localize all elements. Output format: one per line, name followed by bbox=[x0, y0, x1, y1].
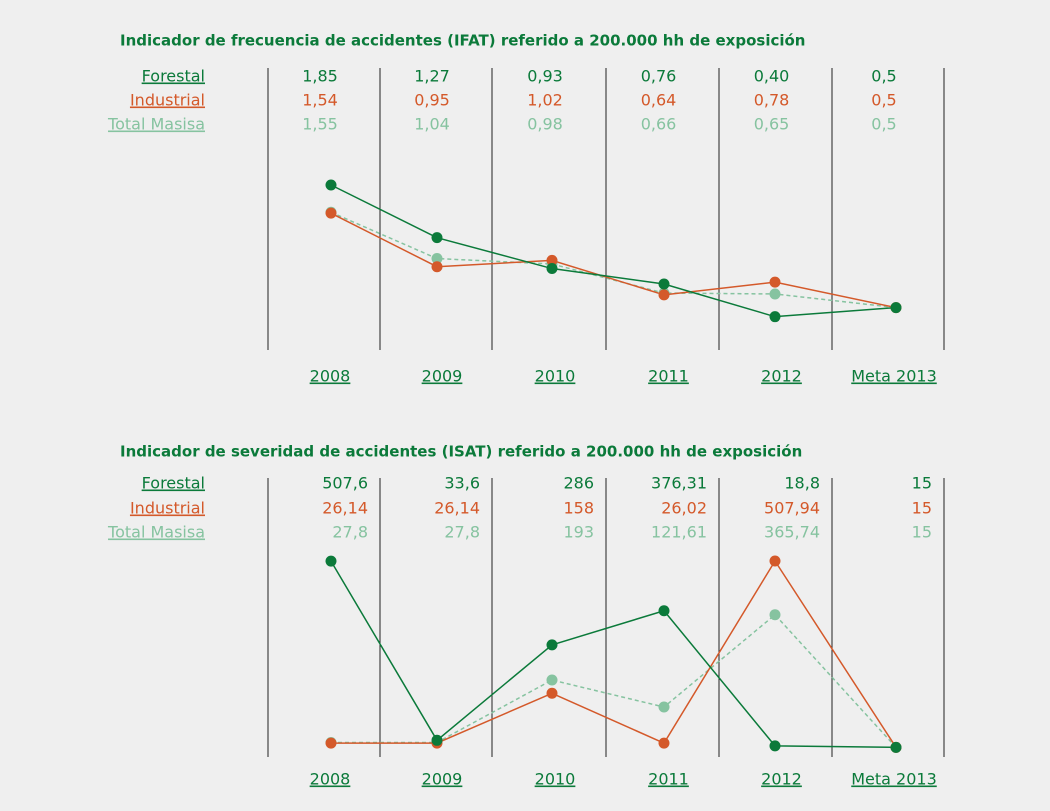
data-point bbox=[658, 289, 670, 301]
category-label: 2011 bbox=[648, 770, 689, 789]
value-label: 507,94 bbox=[764, 499, 820, 518]
value-label: 0,64 bbox=[641, 91, 677, 110]
data-point bbox=[431, 232, 443, 244]
data-point bbox=[769, 288, 781, 300]
value-label: 0,98 bbox=[527, 115, 563, 134]
data-point bbox=[658, 605, 670, 617]
data-point bbox=[546, 254, 558, 266]
chart-title: Indicador de frecuencia de accidentes (I… bbox=[120, 32, 805, 50]
value-label: 1,54 bbox=[302, 91, 338, 110]
value-label: 0,78 bbox=[754, 91, 790, 110]
value-label: 26,14 bbox=[322, 499, 368, 518]
legend-label: Total Masisa bbox=[107, 115, 205, 134]
series-line bbox=[330, 560, 897, 749]
data-point bbox=[769, 311, 781, 323]
data-point bbox=[546, 674, 558, 686]
value-label: 0,93 bbox=[527, 67, 563, 86]
data-point bbox=[769, 276, 781, 288]
value-label: 1,04 bbox=[414, 115, 450, 134]
data-point bbox=[325, 737, 337, 749]
value-label: 15 bbox=[912, 523, 932, 542]
series-line bbox=[330, 211, 897, 309]
data-point bbox=[658, 701, 670, 713]
value-label: 0,95 bbox=[414, 91, 450, 110]
data-point bbox=[431, 734, 443, 746]
value-label: 26,14 bbox=[434, 499, 480, 518]
legend-label: Forestal bbox=[142, 474, 205, 493]
value-label: 121,61 bbox=[651, 523, 707, 542]
legend-label: Forestal bbox=[142, 67, 205, 86]
series-line bbox=[331, 559, 897, 748]
value-label: 1,27 bbox=[414, 67, 450, 86]
category-label: Meta 2013 bbox=[851, 367, 937, 386]
data-point bbox=[890, 302, 902, 314]
data-point bbox=[769, 555, 781, 567]
value-label: 0,66 bbox=[641, 115, 677, 134]
value-label: 26,02 bbox=[661, 499, 707, 518]
value-label: 0,5 bbox=[871, 91, 896, 110]
data-point bbox=[431, 261, 443, 273]
value-label: 0,65 bbox=[754, 115, 790, 134]
data-point bbox=[658, 278, 670, 290]
value-label: 15 bbox=[912, 499, 932, 518]
category-label: 2009 bbox=[422, 367, 463, 386]
data-point bbox=[325, 179, 337, 191]
data-point bbox=[431, 253, 443, 265]
category-label: 2011 bbox=[648, 367, 689, 386]
category-label: 2010 bbox=[535, 367, 576, 386]
value-label: 15 bbox=[912, 474, 932, 493]
category-label: 2009 bbox=[422, 770, 463, 789]
data-point bbox=[325, 555, 337, 567]
value-label: 1,02 bbox=[527, 91, 563, 110]
category-label: 2012 bbox=[761, 367, 802, 386]
data-point bbox=[890, 741, 902, 753]
value-label: 158 bbox=[563, 499, 594, 518]
legend-label: Total Masisa bbox=[107, 523, 205, 542]
value-label: 0,40 bbox=[754, 67, 790, 86]
category-label: 2012 bbox=[761, 770, 802, 789]
value-label: 27,8 bbox=[444, 523, 480, 542]
value-label: 1,55 bbox=[302, 115, 338, 134]
value-label: 33,6 bbox=[444, 474, 480, 493]
series-line bbox=[331, 613, 897, 748]
value-label: 286 bbox=[563, 474, 594, 493]
value-label: 0,5 bbox=[871, 115, 896, 134]
value-label: 507,6 bbox=[322, 474, 368, 493]
value-label: 1,85 bbox=[302, 67, 338, 86]
chart-title: Indicador de severidad de accidentes (IS… bbox=[120, 443, 802, 461]
data-point bbox=[546, 263, 558, 275]
data-point bbox=[769, 740, 781, 752]
category-label: 2008 bbox=[310, 367, 351, 386]
data-point bbox=[546, 687, 558, 699]
value-label: 376,31 bbox=[651, 474, 707, 493]
legend-label: Industrial bbox=[130, 91, 205, 110]
category-label: 2008 bbox=[310, 770, 351, 789]
series-line bbox=[330, 184, 897, 318]
value-label: 27,8 bbox=[332, 523, 368, 542]
value-label: 0,5 bbox=[871, 67, 896, 86]
data-point bbox=[325, 207, 337, 219]
category-label: 2010 bbox=[535, 770, 576, 789]
data-point bbox=[546, 639, 558, 651]
value-label: 365,74 bbox=[764, 523, 820, 542]
value-label: 193 bbox=[563, 523, 594, 542]
category-label: Meta 2013 bbox=[851, 770, 937, 789]
value-label: 18,8 bbox=[784, 474, 820, 493]
legend-label: Industrial bbox=[130, 499, 205, 518]
value-label: 0,76 bbox=[641, 67, 677, 86]
data-point bbox=[769, 609, 781, 621]
series-line bbox=[330, 212, 897, 309]
data-point bbox=[658, 737, 670, 749]
